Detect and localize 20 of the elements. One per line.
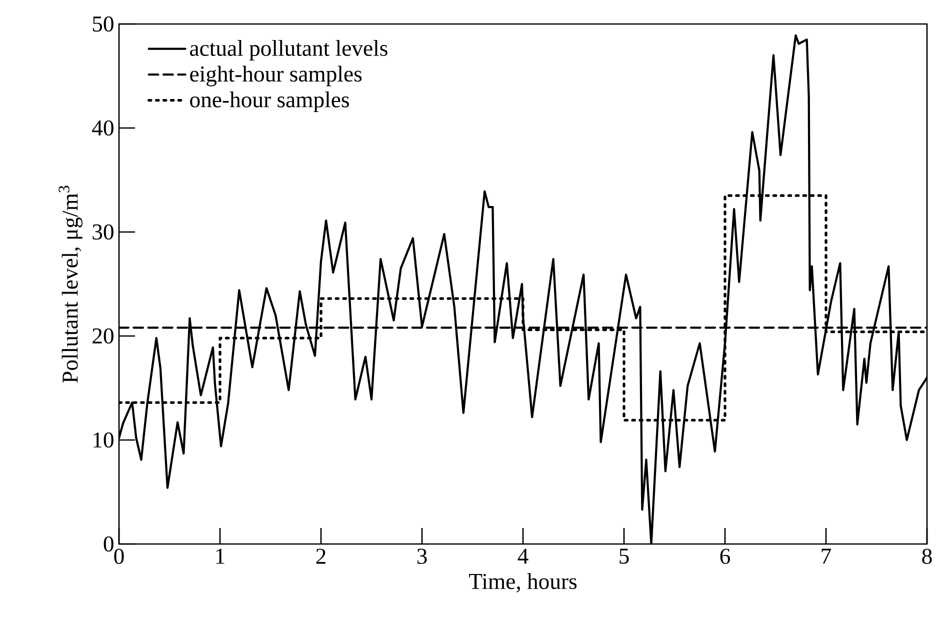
y-tick-label: 10 [94,432,114,448]
x-tick-label: 1 [216,548,224,564]
x-tick-label: 5 [620,548,629,564]
legend-label: eight-hour samples [190,66,362,86]
x-tick-label: 0 [114,548,124,564]
x-tick-label: 4 [518,548,528,564]
legend-label: actual pollutant levels [190,40,388,61]
x-tick-label: 6 [720,548,730,564]
y-tick-label: 30 [92,224,114,240]
x-tick-label: 2 [316,548,326,564]
y-tick-label: 40 [92,120,114,136]
x-tick-label: 7 [822,548,832,564]
x-tick-label: 3 [417,548,427,564]
y-axis-title: Pollutant level, μg/m$^{3}$ [58,186,82,383]
y-tick-label: 20 [92,328,114,344]
legend-label: one-hour samples [190,91,349,112]
x-tick-label: 8 [922,548,932,564]
y-tick-label: 50 [92,16,114,32]
y-tick-label: 0 [104,536,114,552]
x-axis-title: Time, hours [469,573,577,592]
